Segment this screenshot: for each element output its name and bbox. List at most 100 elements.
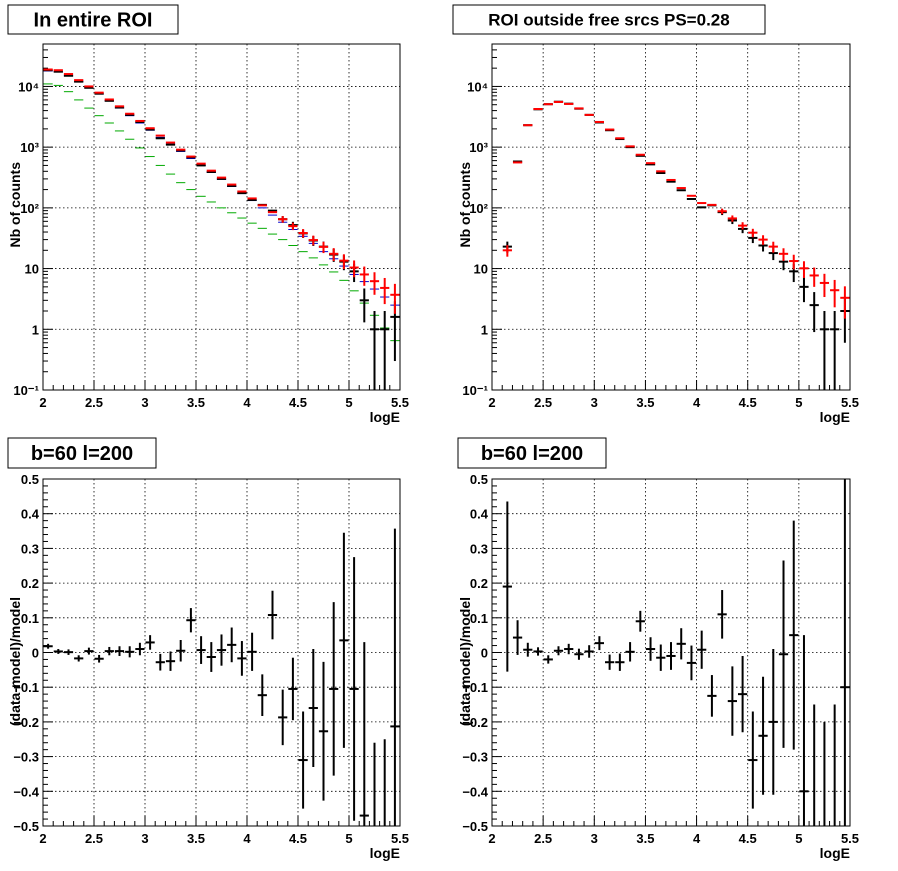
chart-title: b=60 l=200 xyxy=(481,443,583,465)
data-point xyxy=(63,649,74,655)
y-tick-label: 10⁻¹ xyxy=(462,383,488,398)
data-point xyxy=(288,222,298,231)
data-point xyxy=(94,654,104,663)
data-point xyxy=(43,643,53,649)
y-tick-label: 0.1 xyxy=(470,611,488,626)
x-tick-label: 2.5 xyxy=(534,831,552,846)
data-point xyxy=(359,642,369,826)
y-axis-label: Nb of counts xyxy=(457,162,473,248)
data-point xyxy=(789,254,799,270)
data-point xyxy=(512,620,523,655)
x-tick-label: 5.5 xyxy=(391,395,409,410)
data-point xyxy=(288,657,298,721)
y-tick-label: −0.4 xyxy=(462,784,488,799)
data-point xyxy=(605,654,615,670)
data-point xyxy=(155,653,165,671)
y-tick-label: −0.5 xyxy=(13,819,39,834)
chart-panel-2: 2 2.5 3 3.5 4 4.5 5 5.5 10⁻¹ 1 10 10² 10³ 10⁴ logE Nb o… xyxy=(452,4,859,425)
x-tick-label: 5.5 xyxy=(391,831,409,846)
grid-lines xyxy=(492,44,850,390)
data-point xyxy=(278,216,288,223)
data-point xyxy=(84,647,94,655)
y-tick-label: 0.5 xyxy=(470,472,488,487)
x-tick-label: 3 xyxy=(591,395,598,410)
data-point xyxy=(390,283,400,314)
x-tick-label: 3 xyxy=(591,831,598,846)
data-point xyxy=(819,311,830,390)
y-tick-label: −0.1 xyxy=(462,680,488,695)
x-tick-label: 2 xyxy=(39,831,46,846)
data-point xyxy=(196,636,206,664)
data-point xyxy=(135,642,145,656)
y-tick-label: 0.4 xyxy=(21,507,40,522)
data-point xyxy=(645,637,656,661)
data-series-1 xyxy=(43,70,400,306)
data-point xyxy=(278,689,288,746)
data-point xyxy=(329,602,339,776)
data-point xyxy=(247,632,257,671)
data-point xyxy=(727,215,737,222)
data-point xyxy=(584,645,594,658)
data-point xyxy=(737,655,748,733)
data-point xyxy=(625,642,635,662)
data-point xyxy=(778,248,789,261)
x-axis-label: logE xyxy=(820,845,850,861)
y-axis-label: (data-model)/model xyxy=(457,597,473,726)
y-tick-label: −0.5 xyxy=(462,819,488,834)
data-point xyxy=(267,590,278,640)
data-point xyxy=(380,277,390,305)
data-point xyxy=(799,635,809,826)
data-point xyxy=(707,675,717,717)
data-point xyxy=(145,635,155,650)
data-point xyxy=(676,628,686,660)
data-series-1 xyxy=(502,479,850,826)
x-axis-label: logE xyxy=(370,845,400,861)
y-tick-label: −0.3 xyxy=(462,750,488,765)
y-tick-label: 0.2 xyxy=(21,576,39,591)
data-point xyxy=(666,642,676,670)
data-series-2 xyxy=(43,83,400,348)
x-tick-label: 3 xyxy=(141,395,148,410)
x-tick-label: 3.5 xyxy=(636,831,654,846)
y-tick-label: 10 xyxy=(474,262,488,277)
y-tick-label: 10⁻¹ xyxy=(13,383,39,398)
chart-title: b=60 l=200 xyxy=(31,443,133,465)
y-tick-label: −0.2 xyxy=(13,715,39,730)
data-point xyxy=(125,646,135,658)
data-point xyxy=(564,643,574,655)
y-tick-label: 0.4 xyxy=(470,507,489,522)
chart-title-box xyxy=(7,4,179,35)
x-tick-label: 2.5 xyxy=(534,395,552,410)
x-tick-label: 5 xyxy=(795,831,802,846)
data-point xyxy=(778,560,789,748)
x-tick-label: 2.5 xyxy=(85,831,103,846)
data-point xyxy=(574,648,584,660)
y-axis-label: (data-model)/model xyxy=(7,597,23,726)
grid-lines xyxy=(492,479,850,826)
x-tick-label: 4 xyxy=(243,831,251,846)
data-point xyxy=(339,254,349,270)
x-tick-label: 3.5 xyxy=(636,395,654,410)
x-tick-label: 5 xyxy=(345,395,352,410)
data-series-1 xyxy=(502,100,850,390)
data-point xyxy=(390,528,400,826)
x-tick-label: 4.5 xyxy=(739,395,757,410)
data-point xyxy=(53,649,63,654)
x-axis-label: logE xyxy=(370,409,400,425)
y-tick-label: −0.1 xyxy=(13,680,39,695)
y-tick-label: −0.3 xyxy=(13,750,39,765)
data-point xyxy=(697,630,707,669)
x-tick-label: 3.5 xyxy=(187,831,205,846)
y-tick-label: 10 xyxy=(25,262,39,277)
x-tick-label: 4 xyxy=(693,831,701,846)
data-point xyxy=(359,288,369,323)
data-point xyxy=(176,640,186,662)
x-axis-label: logE xyxy=(820,409,850,425)
data-point xyxy=(830,311,840,390)
data-point xyxy=(789,520,799,750)
data-point xyxy=(768,241,778,253)
chart-title: In entire ROI xyxy=(34,10,153,32)
plot-frame xyxy=(42,43,401,391)
data-point xyxy=(227,627,237,663)
y-tick-label: −0.4 xyxy=(13,784,39,799)
